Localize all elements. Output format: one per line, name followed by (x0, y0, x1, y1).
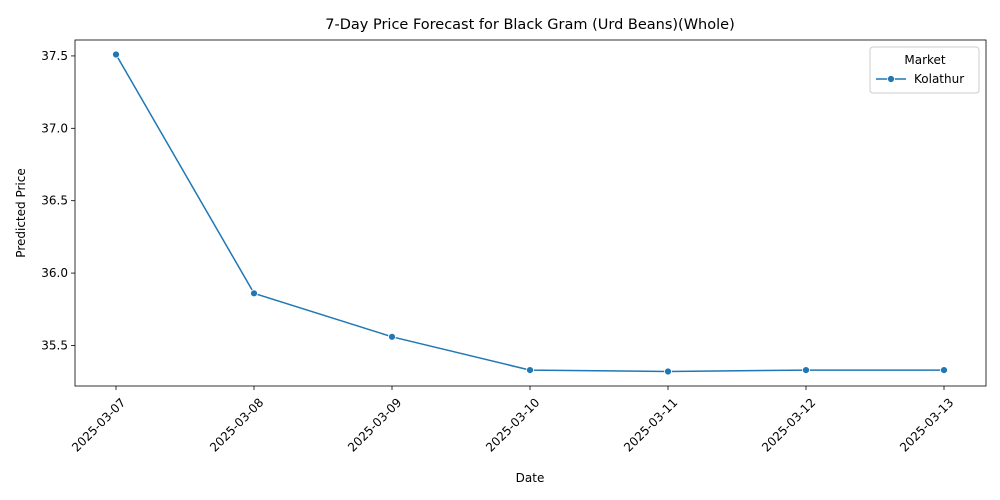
data-point (526, 366, 534, 375)
x-axis-label: Date (516, 471, 545, 485)
y-tick-label: 36.0 (41, 266, 68, 280)
legend-label-kolathur: Kolathur (914, 72, 964, 86)
legend: Market Kolathur (869, 46, 980, 94)
series-layer (112, 50, 948, 376)
data-point (112, 50, 120, 59)
y-tick-label: 36.5 (41, 194, 68, 208)
y-axis-ticks: 35.5 36.0 36.5 37.0 37.5 (41, 49, 75, 352)
y-tick-label: 37.5 (41, 49, 68, 63)
legend-title: Market (904, 53, 946, 67)
legend-marker-kolathur (887, 75, 895, 83)
legend-box (869, 46, 980, 94)
data-point (250, 289, 258, 298)
y-tick-label: 35.5 (41, 338, 68, 352)
data-point (802, 366, 810, 375)
y-axis-label: Predicted Price (14, 168, 28, 257)
chart-title: 7-Day Price Forecast for Black Gram (Urd… (325, 17, 734, 33)
data-point (388, 332, 396, 341)
data-point (664, 367, 672, 376)
y-tick-label: 37.0 (41, 121, 68, 135)
data-point (940, 366, 948, 375)
plot-frame (74, 39, 987, 387)
